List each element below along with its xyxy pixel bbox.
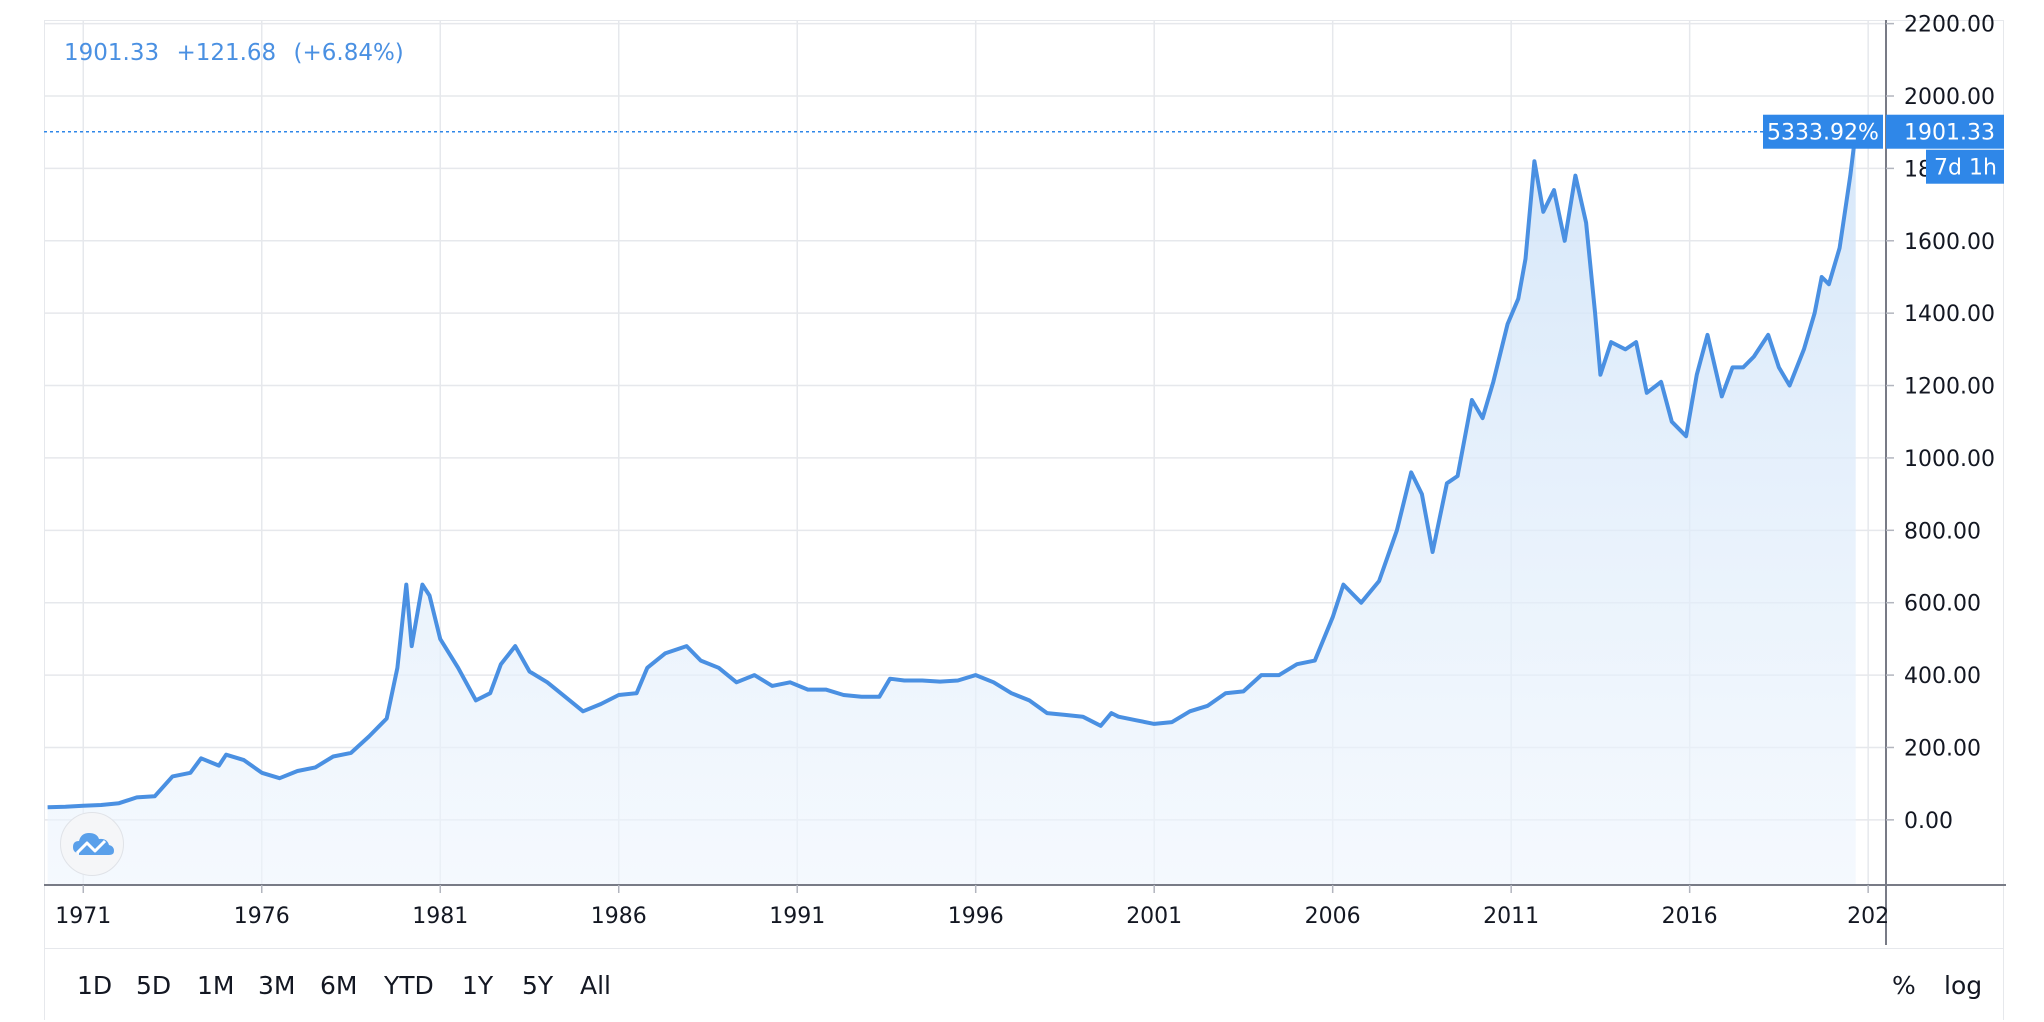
y-tick-label: 0.00 — [1904, 809, 1953, 834]
x-tick-label: 1991 — [769, 904, 825, 929]
y-tick-label: 800.00 — [1904, 519, 1981, 544]
timeframe-bar: 1D 5D 1M 3M 6M YTD 1Y 5Y All % log — [44, 948, 2004, 1022]
y-tick-label: 1000.00 — [1904, 447, 1995, 472]
timeframe-5d-button[interactable]: 5D — [136, 971, 172, 1000]
y-tick-label: 600.00 — [1904, 592, 1981, 617]
x-tick-label: 2001 — [1126, 904, 1182, 929]
log-scale-toggle[interactable]: log — [1944, 971, 1983, 1000]
timeframe-5y-button[interactable]: 5Y — [522, 971, 554, 1000]
x-axis-ticks: 1971 1976 1981 1986 1991 1996 2001 2006 2011 2016… — [55, 885, 1889, 929]
legend-change-pct: (+6.84%) — [293, 40, 404, 66]
timeframe-1d-button[interactable]: 1D — [77, 971, 113, 1000]
x-tick-label: 202 — [1847, 904, 1889, 929]
x-tick-label: 1971 — [55, 904, 111, 929]
x-tick-label: 1976 — [234, 904, 290, 929]
percent-badge — [1763, 114, 1883, 149]
price-line — [47, 131, 1858, 810]
chart-frame — [44, 20, 2004, 1020]
percent-badge-label: 5333.92% — [1767, 121, 1879, 146]
x-tick-label: 2006 — [1305, 904, 1361, 929]
timeframe-ytd-button[interactable]: YTD — [384, 971, 434, 1000]
x-tick-label: 2016 — [1662, 904, 1718, 929]
legend-price: 1901.33 — [64, 40, 160, 66]
timeframe-1y-button[interactable]: 1Y — [462, 971, 494, 1000]
legend: 1901.33 +121.68 (+6.84%) — [64, 40, 414, 66]
x-tick-label: 2011 — [1483, 904, 1539, 929]
area-fill — [47, 131, 1856, 885]
price-badge-label: 1901.33 — [1904, 121, 1995, 146]
cloud-chart-icon[interactable] — [60, 812, 124, 876]
y-tick-label: 1600.00 — [1904, 230, 1995, 255]
x-tick-label: 1986 — [591, 904, 647, 929]
price-line-series — [47, 131, 1858, 810]
y-tick-label: 1400.00 — [1904, 302, 1995, 327]
axes — [44, 20, 2006, 945]
price-badge — [1886, 114, 2004, 149]
y-tick-label: 400.00 — [1904, 664, 1981, 689]
y-tick-label: 2000.00 — [1904, 85, 1995, 110]
y-tick-label: 2200.00 — [1904, 13, 1995, 38]
timeframe-1m-button[interactable]: 1M — [197, 971, 235, 1000]
percent-scale-toggle[interactable]: % — [1892, 971, 1916, 1000]
y-tick-label: 1200.00 — [1904, 375, 1995, 400]
countdown-badge-label: 7d 1h — [1934, 156, 1997, 181]
x-tick-label: 1981 — [412, 904, 468, 929]
timeframe-all-button[interactable]: All — [580, 971, 611, 1000]
y-tick-label: 200.00 — [1904, 736, 1981, 761]
timeframe-3m-button[interactable]: 3M — [258, 971, 296, 1000]
timeframe-6m-button[interactable]: 6M — [320, 971, 358, 1000]
x-tick-label: 1996 — [948, 904, 1004, 929]
countdown-badge — [1926, 149, 2004, 184]
price-badges: 5333.92% 1901.33 7d 1h — [44, 114, 2004, 184]
area-fill-path — [47, 131, 1856, 885]
legend-change: +121.68 — [176, 40, 277, 66]
